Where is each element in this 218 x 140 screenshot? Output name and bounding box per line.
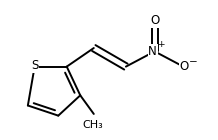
Text: +: + [157,40,164,49]
Text: N: N [148,45,157,58]
Text: −: − [189,57,197,67]
Text: CH₃: CH₃ [83,120,104,130]
Text: S: S [31,60,38,72]
Text: O: O [179,60,189,73]
Text: O: O [150,14,159,27]
